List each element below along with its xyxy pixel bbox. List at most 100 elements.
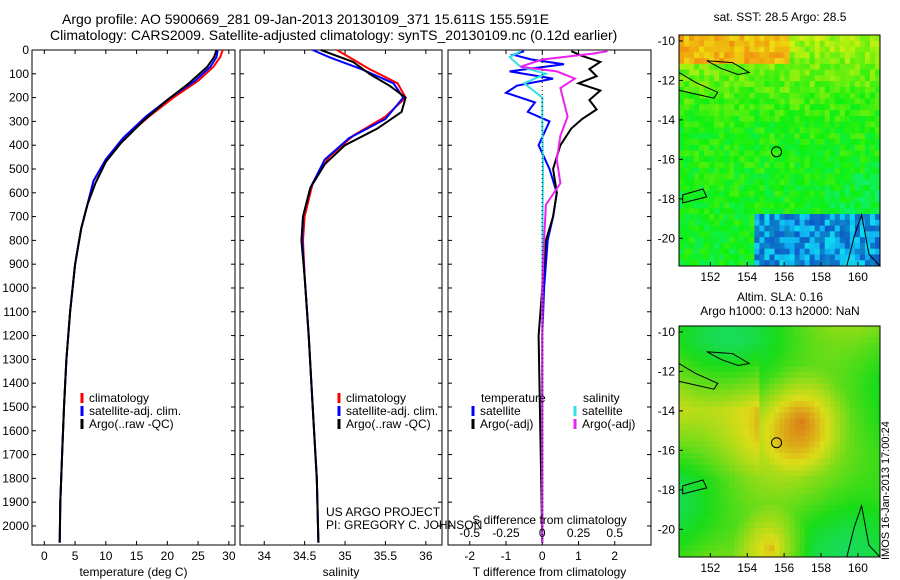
map-cell xyxy=(824,110,831,117)
map-cell xyxy=(769,231,775,238)
map-cell xyxy=(784,110,790,117)
map-cell xyxy=(799,470,806,477)
map-cell xyxy=(754,522,760,529)
map-cell xyxy=(679,150,685,157)
map-cell xyxy=(719,493,725,500)
map-cell xyxy=(799,383,806,390)
map-cell xyxy=(744,237,750,244)
map-cell xyxy=(859,133,866,140)
map-cell xyxy=(809,208,816,215)
map-cell xyxy=(724,214,730,221)
map-cell xyxy=(714,92,720,99)
map-cell xyxy=(869,360,876,367)
map-cell xyxy=(694,424,700,431)
map-cell xyxy=(729,395,735,402)
map-cell xyxy=(744,214,750,221)
map-cell xyxy=(804,528,811,535)
map-cell xyxy=(769,493,775,500)
map-cell xyxy=(779,248,785,255)
map-cell xyxy=(794,528,801,535)
map-cell xyxy=(779,162,785,169)
map-cell xyxy=(859,214,866,221)
map-cell xyxy=(734,40,740,47)
map-cell xyxy=(804,343,811,350)
map-cell xyxy=(684,354,690,362)
map-cell xyxy=(729,349,735,356)
map-cell xyxy=(684,248,690,255)
map-cell xyxy=(749,331,755,338)
map-cell xyxy=(744,331,750,338)
map-cell xyxy=(869,372,876,379)
map-cell xyxy=(744,133,750,140)
map-cell xyxy=(684,429,690,437)
map-cell xyxy=(749,81,755,88)
map-cell xyxy=(749,248,755,255)
map-cell xyxy=(844,115,851,123)
map-cell xyxy=(744,225,750,232)
map-cell xyxy=(754,40,760,47)
map-cell xyxy=(699,401,705,408)
map-cell xyxy=(704,208,710,215)
map-cell xyxy=(714,35,720,42)
map-cell xyxy=(784,539,790,546)
map-cell xyxy=(684,75,690,82)
map-cell xyxy=(699,441,705,448)
map-cell xyxy=(734,360,740,367)
map-cell xyxy=(794,69,801,76)
map-cell xyxy=(689,260,695,267)
map-cell xyxy=(854,401,861,408)
map-cell xyxy=(859,46,866,53)
map-cell xyxy=(864,202,871,209)
map-cell xyxy=(734,242,740,250)
map-cell xyxy=(874,254,881,261)
temperature-panel: 0100200300400500600700800900100011001200… xyxy=(2,43,236,579)
map-y-tick-label: -14 xyxy=(658,404,676,418)
map-cell xyxy=(704,196,710,203)
map-cell xyxy=(679,63,685,71)
map-cell xyxy=(854,185,861,192)
map-cell xyxy=(804,516,811,523)
map-cell xyxy=(689,389,695,396)
map-cell xyxy=(834,551,841,558)
map-cell xyxy=(724,98,730,105)
map-cell xyxy=(829,343,836,350)
map-cell xyxy=(774,75,780,82)
map-cell xyxy=(794,406,801,414)
map-cell xyxy=(744,458,750,466)
map-cell xyxy=(849,505,856,512)
map-cell xyxy=(679,254,685,261)
map-cell xyxy=(804,92,811,99)
map-cell xyxy=(839,110,846,117)
map-cell xyxy=(844,493,851,500)
map-cell xyxy=(784,185,790,192)
map-cell xyxy=(734,208,740,215)
map-cell xyxy=(679,499,685,506)
map-cell xyxy=(679,337,685,344)
map-cell xyxy=(764,196,770,203)
map-cell xyxy=(839,138,846,146)
map-cell xyxy=(769,115,775,123)
map-cell xyxy=(844,412,851,419)
map-cell xyxy=(789,389,795,396)
map-cell xyxy=(854,441,861,448)
map-cell xyxy=(769,389,775,396)
map-cell xyxy=(689,493,695,500)
map-cell xyxy=(694,167,700,175)
map-cell xyxy=(814,505,821,512)
map-cell xyxy=(734,412,740,419)
map-cell xyxy=(679,202,685,209)
map-cell xyxy=(699,237,705,244)
map-cell xyxy=(824,237,831,244)
map-cell xyxy=(689,510,695,517)
map-cell xyxy=(679,412,685,419)
map-cell xyxy=(759,190,765,198)
map-cell xyxy=(779,441,785,448)
map-cell xyxy=(769,331,775,338)
map-cell xyxy=(739,156,745,163)
map-cell xyxy=(814,110,821,117)
map-cell xyxy=(864,237,871,244)
map-cell xyxy=(809,190,816,198)
map-cell xyxy=(754,46,760,53)
map-cell xyxy=(694,360,700,367)
map-cell xyxy=(804,156,811,163)
